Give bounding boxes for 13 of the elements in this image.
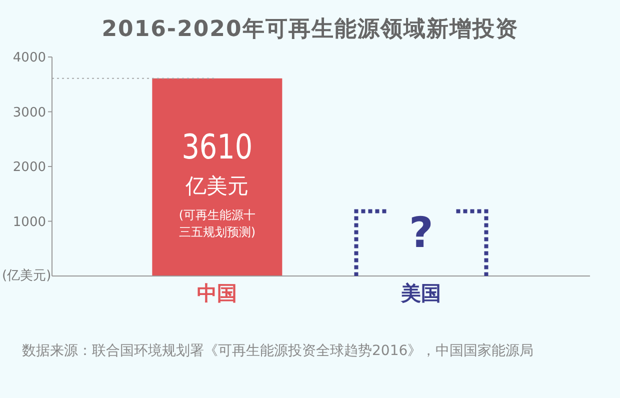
y-axis-title: (亿美元) xyxy=(2,268,52,284)
annotation: ? xyxy=(409,208,434,257)
y-tick-label: 2000 xyxy=(12,160,46,176)
y-tick-label: 3000 xyxy=(12,105,46,120)
x-tick-label: 中国 xyxy=(197,281,238,305)
y-tick-label: 1000 xyxy=(12,214,46,230)
chart-title: 2016-2020年可再生能源领域新增投资 xyxy=(100,16,520,44)
annotation: 亿美元 xyxy=(184,173,250,200)
source-note: 数据来源：联合国环境规划署《可再生能源投资全球趋势2016》，中国国家能源局 xyxy=(22,342,534,360)
annotation: (可再生能源十三五规划预测) xyxy=(178,207,257,242)
y-tick-label: 4000 xyxy=(12,50,46,66)
x-tick-label: 美国 xyxy=(400,281,441,305)
data-label: 3610 xyxy=(182,128,253,168)
